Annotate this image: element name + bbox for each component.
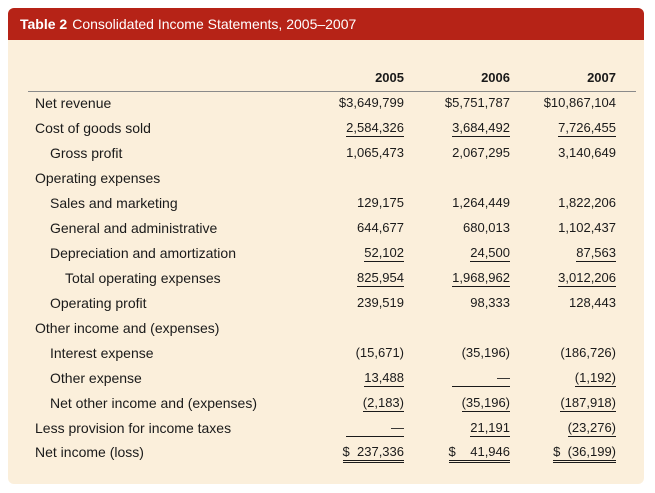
cell-2006: $5,751,787 [444,95,510,110]
table-row-other-income-and-expenses: Other income and (expenses) [8,320,644,340]
cell-2007: 3,012,206 [558,270,616,287]
table-row-net-other-income: Net other income and (expenses) (2,183) … [8,395,644,415]
table-caption: Table 2 Consolidated Income Statements, 2… [20,16,356,32]
table-row-net-revenue: Net revenue $3,649,799 $5,751,787 $10,86… [8,95,644,115]
cell-2005: 2,584,326 [346,120,404,137]
cell-2005: 13,488 [364,370,404,387]
cell-2005: 239,519 [357,295,404,310]
row-label: Operating expenses [35,170,161,186]
table-row-other-expense: Other expense 13,488 — (1,192) [8,370,644,390]
table-number: Table 2 [20,16,68,32]
table-row-net-income: Net income (loss) $ 237,336 $ 41,946 $ (… [8,444,644,464]
table-header-bar: Table 2 Consolidated Income Statements, 2… [8,8,644,40]
cell-2005: 644,677 [357,220,404,235]
cell-2005: 52,102 [364,245,404,262]
table-title: Consolidated Income Statements, 2005–200… [72,16,357,32]
cell-2007: $10,867,104 [543,95,616,110]
row-label: Interest expense [50,345,154,361]
cell-2005: $ 237,336 [300,444,404,463]
row-label: Depreciation and amortization [50,245,236,261]
cell-2005: (15,671) [355,345,404,360]
column-header-2005: 2005 [375,70,404,85]
table-row-sales-and-marketing: Sales and marketing 129,175 1,264,449 1,… [8,195,644,215]
row-label: Operating profit [50,295,147,311]
currency-symbol: $ [553,444,561,459]
table-row-general-and-administrative: General and administrative 644,677 680,0… [8,220,644,240]
table-row-depreciation-and-amortization: Depreciation and amortization 52,102 24,… [8,245,644,265]
cell-2005: 1,065,473 [346,145,404,160]
cell-2005: $3,649,799 [338,95,404,110]
cell-2007: 7,726,455 [558,120,616,137]
row-label: Other income and (expenses) [35,320,220,336]
cell-2006: 1,264,449 [452,195,510,210]
table-row-total-operating-expenses: Total operating expenses 825,954 1,968,9… [8,270,644,290]
row-label: Net other income and (expenses) [50,395,257,411]
table-row-cost-of-goods-sold: Cost of goods sold 2,584,326 3,684,492 7… [8,120,644,140]
column-header-2006: 2006 [481,70,510,85]
row-label: Sales and marketing [50,195,178,211]
cell-2005: 129,175 [357,195,404,210]
table-row-gross-profit: Gross profit 1,065,473 2,067,295 3,140,6… [8,145,644,165]
cell-2007: (1,192) [574,370,616,387]
cell-2006: 1,968,962 [452,270,510,287]
cell-2007: 1,822,206 [558,195,616,210]
cell-2006: — [406,370,510,387]
row-label: Other expense [50,370,142,386]
row-label: General and administrative [50,220,218,236]
cell-2006: 21,191 [470,420,510,437]
cell-2006: (35,196) [461,345,510,360]
cell-2007: 1,102,437 [558,220,616,235]
currency-symbol: $ [342,444,350,459]
income-statement-table: Table 2 Consolidated Income Statements, 2… [8,8,644,484]
cell-2007: $ (36,199) [512,444,616,463]
row-label: Total operating expenses [65,270,221,286]
cell-2007: (187,918) [560,395,616,412]
cell-2007: (23,276) [567,420,616,437]
currency-symbol: $ [448,444,456,459]
column-header-2007: 2007 [587,70,616,85]
cell-2007: 3,140,649 [558,145,616,160]
cell-2006: 3,684,492 [452,120,510,137]
cell-2007: (186,726) [560,345,616,360]
cell-2006: $ 41,946 [406,444,510,463]
table-row-operating-expenses: Operating expenses [8,170,644,190]
cell-2006: (35,196) [461,395,510,412]
table-row-interest-expense: Interest expense (15,671) (35,196) (186,… [8,345,644,365]
row-label: Net revenue [35,95,112,111]
header-divider [28,91,636,92]
cell-2007: 128,443 [569,295,616,310]
row-label: Cost of goods sold [35,120,151,136]
row-label: Gross profit [50,145,123,161]
cell-2006: 2,067,295 [452,145,510,160]
cell-2006: 24,500 [470,245,510,262]
row-label: Net income (loss) [35,444,144,460]
table-row-provision-for-income-taxes: Less provision for income taxes — 21,191… [8,420,644,440]
table-row-operating-profit: Operating profit 239,519 98,333 128,443 [8,295,644,315]
cell-2006: 98,333 [470,295,510,310]
cell-2005: — [300,420,404,437]
cell-2005: (2,183) [362,395,404,412]
cell-2005: 825,954 [357,270,404,287]
row-label: Less provision for income taxes [35,420,232,436]
cell-2007: 87,563 [576,245,616,262]
cell-2006: 680,013 [463,220,510,235]
